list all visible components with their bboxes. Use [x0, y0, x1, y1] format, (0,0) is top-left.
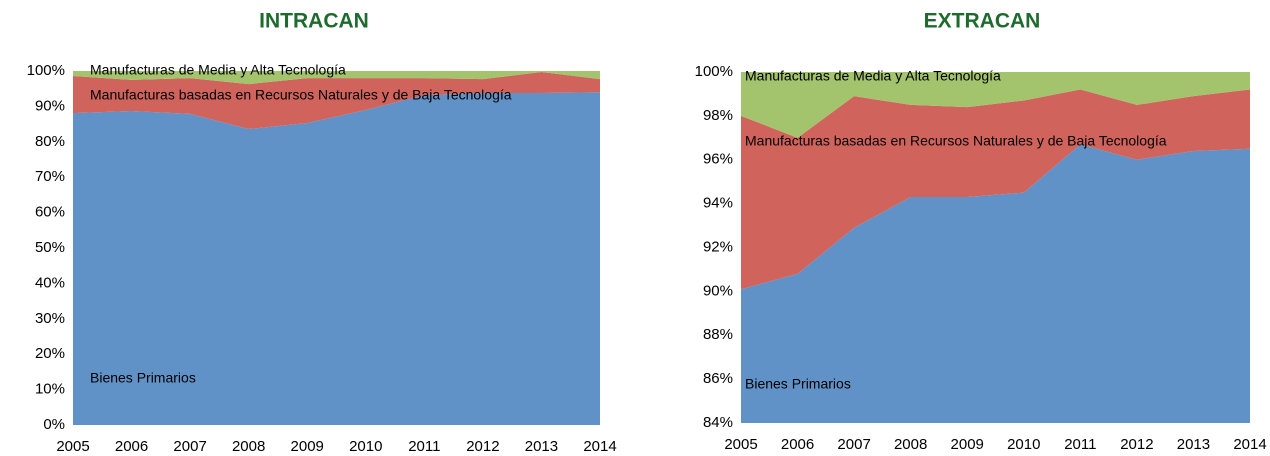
area	[73, 71, 600, 85]
area	[741, 89, 1250, 290]
x-tick-label: 2006	[781, 436, 814, 453]
y-tick-label: 50%	[35, 239, 65, 256]
y-tick-label: 98%	[703, 107, 733, 124]
series-label: Manufacturas de Media y Alta Tecnología	[90, 62, 346, 78]
y-tick-label: 10%	[35, 381, 65, 398]
x-tick-label: 2011	[408, 438, 440, 455]
series-label: Manufacturas de Media y Alta Tecnología	[745, 68, 1001, 84]
y-tick-label: 90%	[703, 282, 733, 299]
y-tick-label: 94%	[703, 195, 733, 212]
x-tick-label: 2008	[232, 438, 265, 455]
y-tick-label: 20%	[35, 345, 65, 362]
y-tick-label: 100%	[27, 62, 65, 79]
x-tick-label: 2009	[291, 438, 324, 455]
chart-title: EXTRACAN	[924, 10, 1041, 33]
y-tick-label: 60%	[35, 204, 65, 221]
area	[73, 92, 600, 425]
area	[73, 72, 600, 130]
y-tick-label: 70%	[35, 168, 65, 185]
y-tick-label: 96%	[703, 151, 733, 168]
y-tick-label: 86%	[703, 370, 733, 387]
x-tick-label: 2012	[1120, 436, 1153, 453]
x-tick-label: 2013	[525, 438, 558, 455]
y-tick-label: 100%	[695, 63, 733, 80]
series-label: Bienes Primarios	[90, 370, 196, 386]
x-tick-label: 2014	[583, 438, 616, 455]
x-tick-label: 2007	[837, 436, 870, 453]
x-tick-label: 2007	[173, 438, 206, 455]
series-label: Bienes Primarios	[745, 376, 851, 392]
series-label: Manufacturas basadas en Recursos Natural…	[745, 133, 1167, 149]
y-tick-label: 84%	[703, 414, 733, 431]
y-tick-label: 40%	[35, 274, 65, 291]
x-tick-label: 2013	[1177, 436, 1210, 453]
y-tick-label: 90%	[35, 97, 65, 114]
x-tick-label: 2005	[724, 436, 757, 453]
y-tick-label: 88%	[703, 326, 733, 343]
x-tick-label: 2005	[56, 438, 89, 455]
x-tick-label: 2012	[466, 438, 499, 455]
y-tick-label: 92%	[703, 238, 733, 255]
x-tick-label: 2011	[1064, 436, 1096, 453]
x-tick-label: 2010	[349, 438, 382, 455]
y-tick-label: 0%	[43, 416, 65, 433]
x-tick-label: 2014	[1233, 436, 1266, 453]
y-tick-label: 30%	[35, 310, 65, 327]
area	[741, 144, 1250, 423]
chart-title: INTRACAN	[259, 10, 369, 33]
x-tick-label: 2010	[1007, 436, 1040, 453]
area	[741, 72, 1250, 138]
x-tick-label: 2009	[951, 436, 984, 453]
x-tick-label: 2006	[115, 438, 148, 455]
series-label: Manufacturas basadas en Recursos Natural…	[90, 87, 512, 103]
y-tick-label: 80%	[35, 133, 65, 150]
x-tick-label: 2008	[894, 436, 927, 453]
